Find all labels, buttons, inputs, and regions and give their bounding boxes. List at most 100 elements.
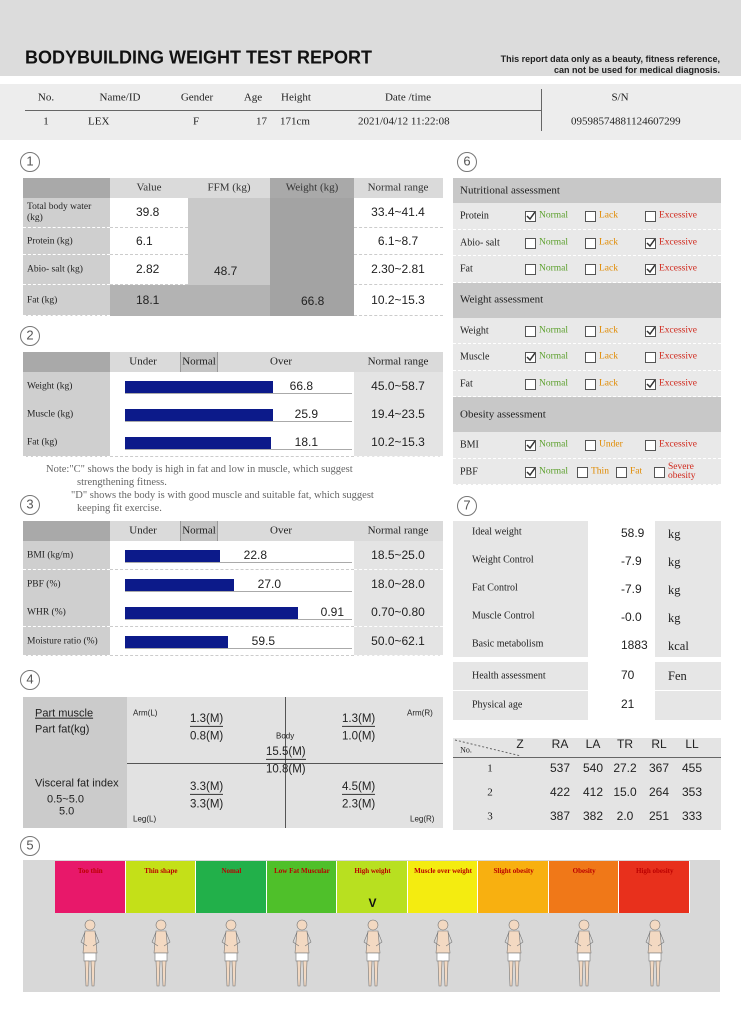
control-value: -7.9 xyxy=(621,582,642,597)
body-type-label: Too thin xyxy=(77,866,103,875)
value-cell xyxy=(110,198,188,228)
row-label: Fat xyxy=(460,377,473,389)
cell: 540 xyxy=(582,761,604,776)
part-fat: 10.8(M) xyxy=(266,763,306,776)
cell: 422 xyxy=(549,785,571,800)
bar-value: 27.0 xyxy=(257,576,281,591)
body-type-label: High weight xyxy=(354,866,391,875)
segment-label-col xyxy=(23,697,127,828)
label-cell xyxy=(23,228,110,255)
cell: 367 xyxy=(648,761,670,776)
option: Lack xyxy=(599,351,618,362)
checkbox xyxy=(585,325,596,337)
part-muscle: 3.3(M) xyxy=(190,781,224,796)
info-value: LEX xyxy=(88,115,110,128)
section-badge xyxy=(20,670,40,690)
column-header: Z xyxy=(516,737,524,752)
body-type-label: Slight obesity xyxy=(493,866,534,875)
bar xyxy=(125,436,271,449)
range-cell xyxy=(354,541,443,570)
part-muscle: 1.3(M) xyxy=(190,713,224,728)
header-cell xyxy=(354,178,443,198)
bar xyxy=(125,380,273,393)
rule xyxy=(125,590,352,592)
info-value: 171cm xyxy=(280,115,310,128)
section-number: 1 xyxy=(26,153,34,169)
body-type-label: Obesity xyxy=(572,866,596,875)
option: Normal xyxy=(539,351,569,362)
body-type-segment xyxy=(196,861,267,913)
checkbox xyxy=(654,466,665,478)
figure xyxy=(643,918,667,988)
header-cell xyxy=(23,521,110,541)
note: strengthening fitness. xyxy=(77,476,167,488)
checkbox xyxy=(525,352,536,363)
column-header: FFM (kg) xyxy=(207,181,251,194)
bar xyxy=(125,635,228,648)
disclaimer: can not be used for medical diagnosis. xyxy=(553,64,720,75)
body-type-marker: V xyxy=(368,896,377,911)
range-cell xyxy=(354,627,443,656)
rule xyxy=(125,392,352,394)
header-cell xyxy=(218,352,354,372)
column-header: Normal xyxy=(182,355,216,368)
cell: 537 xyxy=(549,761,571,776)
part-fat: 2.3(M) xyxy=(342,798,376,811)
range: 45.0~58.7 xyxy=(371,378,425,393)
range: 10.2~15.3 xyxy=(371,434,425,449)
range-cell xyxy=(354,255,443,285)
part-name: Leg(R) xyxy=(410,814,435,824)
row-label: Ideal weight xyxy=(472,526,522,538)
header-cell xyxy=(110,178,188,198)
label-cell xyxy=(23,598,110,627)
part-muscle: 1.3(M) xyxy=(342,713,376,728)
option: Excessive xyxy=(659,439,697,450)
row-label: Fat (kg) xyxy=(27,437,58,448)
info-value: 2021/04/12 11:22:08 xyxy=(358,115,450,128)
rule xyxy=(125,448,352,450)
label: Part fat(kg) xyxy=(35,723,90,736)
option: Normal xyxy=(539,263,569,274)
option: Lack xyxy=(599,237,618,248)
group-header xyxy=(453,397,721,432)
row-label: Weight (kg) xyxy=(27,381,73,392)
figure xyxy=(78,918,102,988)
note: "D" shows the body is with good muscle a… xyxy=(71,489,374,501)
bar-value: 18.1 xyxy=(294,434,318,449)
row-label: Protein xyxy=(460,210,489,222)
checkbox xyxy=(585,352,596,363)
range-cell xyxy=(354,228,443,255)
value-cell xyxy=(110,228,188,255)
info-band xyxy=(0,84,741,140)
bar xyxy=(125,408,273,421)
row-label: PBF xyxy=(460,465,478,477)
value: 2.82 xyxy=(136,262,160,277)
label: Visceral fat index xyxy=(35,777,119,790)
header-cell xyxy=(23,178,110,198)
header-cell xyxy=(270,178,354,198)
rule xyxy=(453,690,721,691)
option: Excessive xyxy=(659,351,697,362)
body-type-segment xyxy=(478,861,549,913)
column-header: TR xyxy=(617,737,633,752)
disclaimer: This report data only as a beauty, fitne… xyxy=(500,53,720,64)
group-title: Weight assessment xyxy=(460,293,544,306)
label-cell xyxy=(23,541,110,570)
option: Normal xyxy=(539,378,569,389)
row-label: Basic metabolism xyxy=(472,638,544,650)
note: keeping fit exercise. xyxy=(77,502,162,514)
diagonal xyxy=(453,738,523,758)
cell: 15.0 xyxy=(613,785,637,800)
checkbox xyxy=(525,325,536,337)
control-values xyxy=(588,521,655,657)
header-cell xyxy=(218,521,354,541)
info-header: Height xyxy=(281,91,311,104)
cell: 333 xyxy=(681,809,703,824)
column-header: Over xyxy=(270,355,292,368)
section-number: 3 xyxy=(26,496,34,512)
row-label: Fat (kg) xyxy=(27,295,58,306)
group-header xyxy=(453,178,721,203)
option: Under xyxy=(599,439,623,450)
option: Lack xyxy=(599,263,618,274)
figure xyxy=(502,918,526,988)
